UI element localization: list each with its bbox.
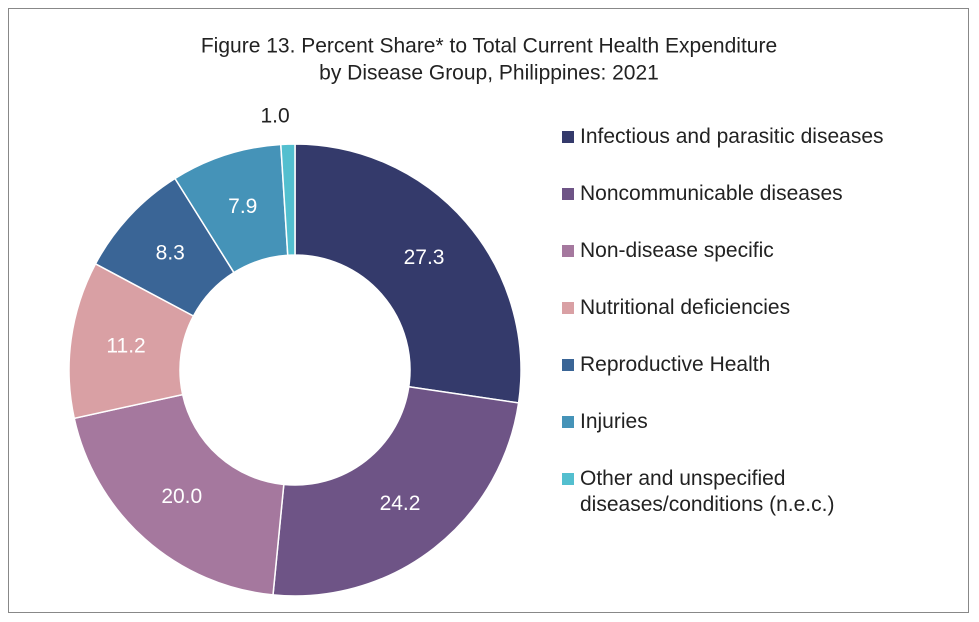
legend-swatch bbox=[562, 302, 574, 314]
legend-swatch bbox=[562, 416, 574, 428]
legend-label: Injuries bbox=[580, 410, 648, 433]
data-label: 24.2 bbox=[380, 492, 421, 515]
legend-swatch bbox=[562, 245, 574, 257]
data-label: 11.2 bbox=[106, 334, 145, 357]
legend-label: Reproductive Health bbox=[580, 353, 771, 376]
legend-item: Injuries bbox=[562, 409, 967, 466]
legend-label: Other and unspecified diseases/condition… bbox=[580, 467, 835, 516]
legend-item: Infectious and parasitic diseases bbox=[562, 124, 967, 181]
data-label: 7.9 bbox=[228, 195, 257, 218]
legend-label: Noncommunicable diseases bbox=[580, 182, 843, 205]
legend-swatch bbox=[562, 188, 574, 200]
legend-item: Noncommunicable diseases bbox=[562, 181, 967, 238]
chart-title: by Disease Group, Philippines: 2021 bbox=[319, 62, 659, 85]
legend-item: Reproductive Health bbox=[562, 352, 967, 409]
data-label: 1.0 bbox=[260, 105, 289, 128]
chart-title: Figure 13. Percent Share* to Total Curre… bbox=[201, 35, 777, 58]
data-label: 27.3 bbox=[404, 246, 445, 269]
legend-item: Other and unspecified diseases/condition… bbox=[562, 466, 967, 523]
donut-slice bbox=[73, 393, 285, 596]
legend-label: Nutritional deficiencies bbox=[580, 296, 791, 319]
legend-swatch bbox=[562, 131, 574, 143]
donut-slice bbox=[294, 143, 522, 404]
data-label: 8.3 bbox=[156, 241, 185, 264]
legend-label: Non-disease specific bbox=[580, 239, 774, 262]
donut-slice bbox=[272, 385, 520, 597]
chart-frame bbox=[8, 8, 969, 613]
legend-swatch bbox=[562, 473, 574, 485]
legend-swatch bbox=[562, 359, 574, 371]
legend: Infectious and parasitic diseases Noncomm… bbox=[562, 124, 967, 523]
legend-label: Infectious and parasitic diseases bbox=[580, 125, 884, 148]
data-label: 20.0 bbox=[161, 485, 202, 508]
legend-item: Non-disease specific bbox=[562, 238, 967, 295]
donut-slice bbox=[279, 143, 296, 257]
legend-item: Nutritional deficiencies bbox=[562, 295, 967, 352]
